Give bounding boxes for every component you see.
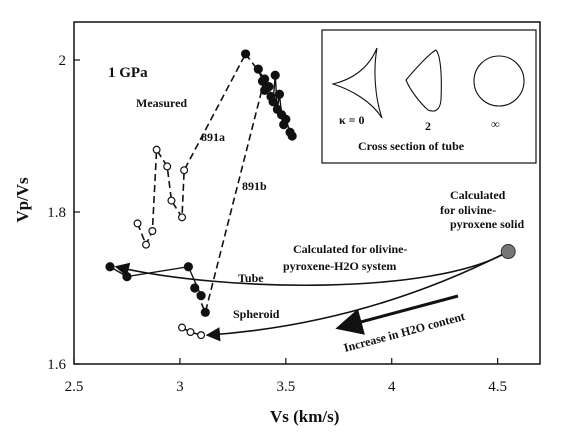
annotation-spheroid: Spheroid <box>233 307 280 321</box>
y-tick-label: 1.6 <box>47 357 66 373</box>
x-tick-label: 3 <box>176 379 184 395</box>
series-points <box>105 49 297 340</box>
data-point <box>133 219 142 228</box>
annotation-pyroxene-solid: pyroxene solid <box>450 217 524 231</box>
series-line-891a <box>136 53 247 247</box>
annotation-calc-system-line1: Calculated for olivine- <box>293 242 407 256</box>
data-point <box>287 131 297 141</box>
data-point <box>152 145 161 154</box>
annotation-pressure: 1 GPa <box>108 65 148 81</box>
y-tick-label: 2 <box>59 53 67 69</box>
annotation-891b: 891b <box>242 179 267 193</box>
data-point <box>197 331 206 340</box>
annotation-increase-h2o: Increase in H2O content <box>342 309 466 355</box>
x-tick-label: 3.5 <box>276 379 295 395</box>
data-point <box>274 89 285 99</box>
inset-label-kappa-2: 2 <box>425 119 431 133</box>
inset-panel: κ = 0 2 ∞ Cross section of tube <box>321 29 537 164</box>
x-tick-label: 4.5 <box>488 379 507 395</box>
data-point <box>281 114 291 124</box>
data-point <box>167 196 176 205</box>
data-point <box>163 162 172 171</box>
annotation-measured: Measured <box>136 96 187 110</box>
data-point <box>178 323 187 332</box>
data-point <box>270 70 280 80</box>
data-point <box>180 166 189 175</box>
data-point <box>183 262 193 272</box>
annotation-calculated: Calculated <box>450 188 506 202</box>
data-point <box>196 291 206 301</box>
data-point <box>142 240 151 249</box>
data-point <box>148 227 157 236</box>
increase-h2o-arrow <box>335 294 459 335</box>
x-tick-label: 4 <box>388 379 396 395</box>
data-point <box>257 76 268 86</box>
data-point <box>178 213 187 222</box>
data-point <box>200 307 210 317</box>
x-axis-title: Vs (km/s) <box>270 407 339 426</box>
tube-model-curve <box>114 250 509 287</box>
data-point <box>122 272 132 282</box>
inset-caption: Cross section of tube <box>358 139 465 153</box>
data-point <box>190 283 200 293</box>
annotation-calc-system-line2: pyroxene-H2O system <box>283 259 396 273</box>
axes: 2.5 3 3.5 4 4.5 1.6 1.8 2 <box>47 53 507 395</box>
y-axis-title: Vp/Vs <box>13 177 32 223</box>
annotation-891a: 891a <box>201 130 225 144</box>
plot-area <box>73 21 541 365</box>
data-point <box>268 97 278 107</box>
inset-shape-kappa-0 <box>330 47 383 119</box>
inset-shape-kappa-2 <box>405 49 442 112</box>
data-point <box>264 81 274 92</box>
inset-shape-kappa-infinity <box>473 55 525 107</box>
calculated-solid-point <box>500 244 516 260</box>
inset-label-kappa-0: κ = 0 <box>339 113 365 127</box>
data-point <box>240 49 251 59</box>
data-point <box>186 328 195 337</box>
annotation-tube: Tube <box>238 271 264 285</box>
inset-label-kappa-infinity: ∞ <box>491 117 500 131</box>
data-point <box>105 262 115 272</box>
y-tick-label: 1.8 <box>47 205 66 221</box>
series-line-tube <box>109 265 202 296</box>
data-point <box>253 64 263 74</box>
annotation-for-olivine: for olivine- <box>440 203 496 217</box>
x-tick-label: 2.5 <box>65 379 84 395</box>
